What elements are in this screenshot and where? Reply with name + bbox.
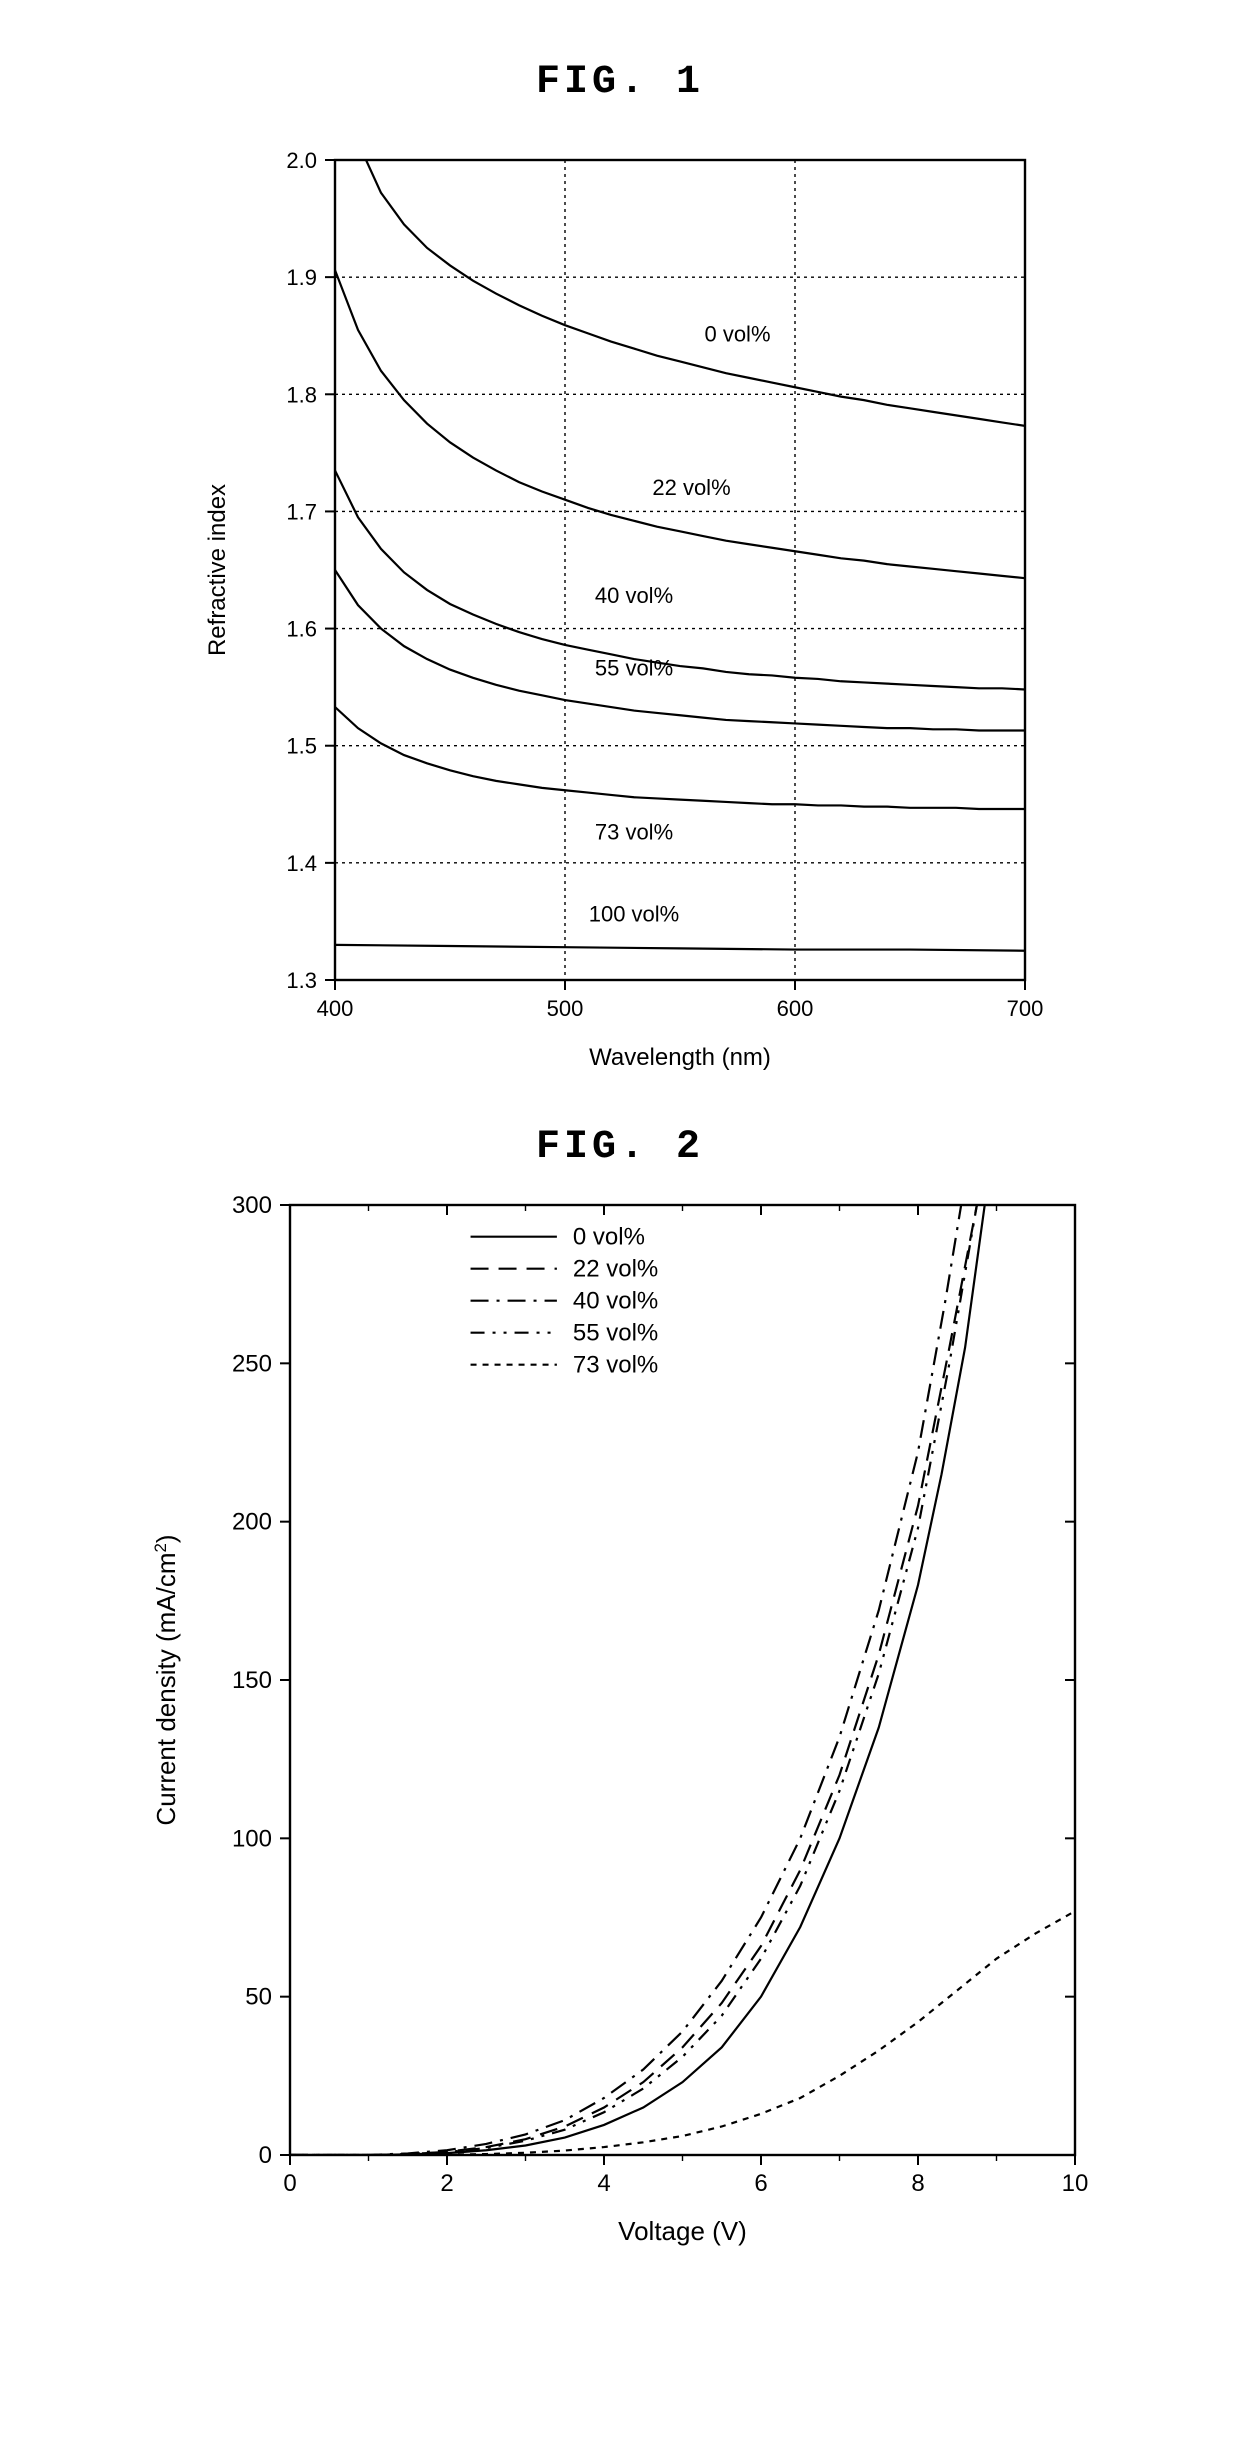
svg-text:4: 4	[597, 2170, 610, 2197]
svg-text:55 vol%: 55 vol%	[595, 655, 673, 680]
svg-text:100: 100	[232, 1825, 272, 1852]
fig1-wrap: 400 500 600 700 1.3 1.4 1.5 1.6 1.7 1.8 1.9 2.0 Wave…	[0, 105, 1240, 1095]
svg-text:Current density (mA/cm2): Current density (mA/cm2)	[151, 1534, 182, 1825]
svg-text:55 vol%: 55 vol%	[573, 1320, 658, 1347]
svg-text:1.9: 1.9	[286, 265, 317, 290]
svg-text:50: 50	[245, 1984, 272, 2011]
svg-text:40 vol%: 40 vol%	[595, 583, 673, 608]
svg-text:10: 10	[1062, 2170, 1089, 2197]
svg-text:2.0: 2.0	[286, 148, 317, 173]
svg-text:0 vol%: 0 vol%	[704, 322, 770, 347]
svg-text:8: 8	[911, 2170, 924, 2197]
svg-text:300: 300	[232, 1192, 272, 1219]
svg-text:22 vol%: 22 vol%	[652, 475, 730, 500]
page: FIG. 1 4005006007001.31.41.51.61.71.81.9…	[0, 0, 1240, 2447]
svg-text:100 vol%: 100 vol%	[589, 901, 680, 926]
svg-text:1.4: 1.4	[286, 851, 317, 876]
svg-text:0: 0	[259, 2142, 272, 2169]
svg-text:22 vol%: 22 vol%	[573, 1256, 658, 1283]
svg-text:73 vol%: 73 vol%	[573, 1352, 658, 1379]
svg-text:150: 150	[232, 1667, 272, 1694]
svg-text:0: 0	[283, 2170, 296, 2197]
svg-text:200: 200	[232, 1509, 272, 1536]
svg-text:600: 600	[777, 996, 814, 1021]
svg-text:6: 6	[754, 2170, 767, 2197]
fig2-title: FIG. 2	[0, 1095, 1240, 1170]
svg-text:1.8: 1.8	[286, 382, 317, 407]
svg-text:40 vol%: 40 vol%	[573, 1288, 658, 1315]
svg-text:Refractive index: Refractive index	[204, 484, 231, 656]
svg-text:700: 700	[1007, 996, 1044, 1021]
svg-text:73 vol%: 73 vol%	[595, 819, 673, 844]
fig2-chart: 0246810050100150200250300Voltage (V)Curr…	[120, 1170, 1120, 2270]
svg-text:1.7: 1.7	[286, 499, 317, 524]
svg-text:2: 2	[440, 2170, 453, 2197]
svg-text:1.5: 1.5	[286, 734, 317, 759]
svg-text:250: 250	[232, 1350, 272, 1377]
svg-text:0 vol%: 0 vol%	[573, 1224, 645, 1251]
svg-text:Wavelength (nm): Wavelength (nm)	[589, 1044, 771, 1071]
fig2-wrap: 0246810050100150200250300Voltage (V)Curr…	[0, 1170, 1240, 2270]
svg-text:400: 400	[317, 996, 354, 1021]
fig1-title: FIG. 1	[0, 0, 1240, 105]
fig1-chart: 400 500 600 700 1.3 1.4 1.5 1.6 1.7 1.8 1.9 2.0 Wave…	[160, 105, 1080, 1095]
svg-text:1.3: 1.3	[286, 968, 317, 993]
svg-text:Voltage (V): Voltage (V)	[618, 2216, 747, 2246]
svg-text:500: 500	[547, 996, 584, 1021]
svg-text:1.6: 1.6	[286, 617, 317, 642]
